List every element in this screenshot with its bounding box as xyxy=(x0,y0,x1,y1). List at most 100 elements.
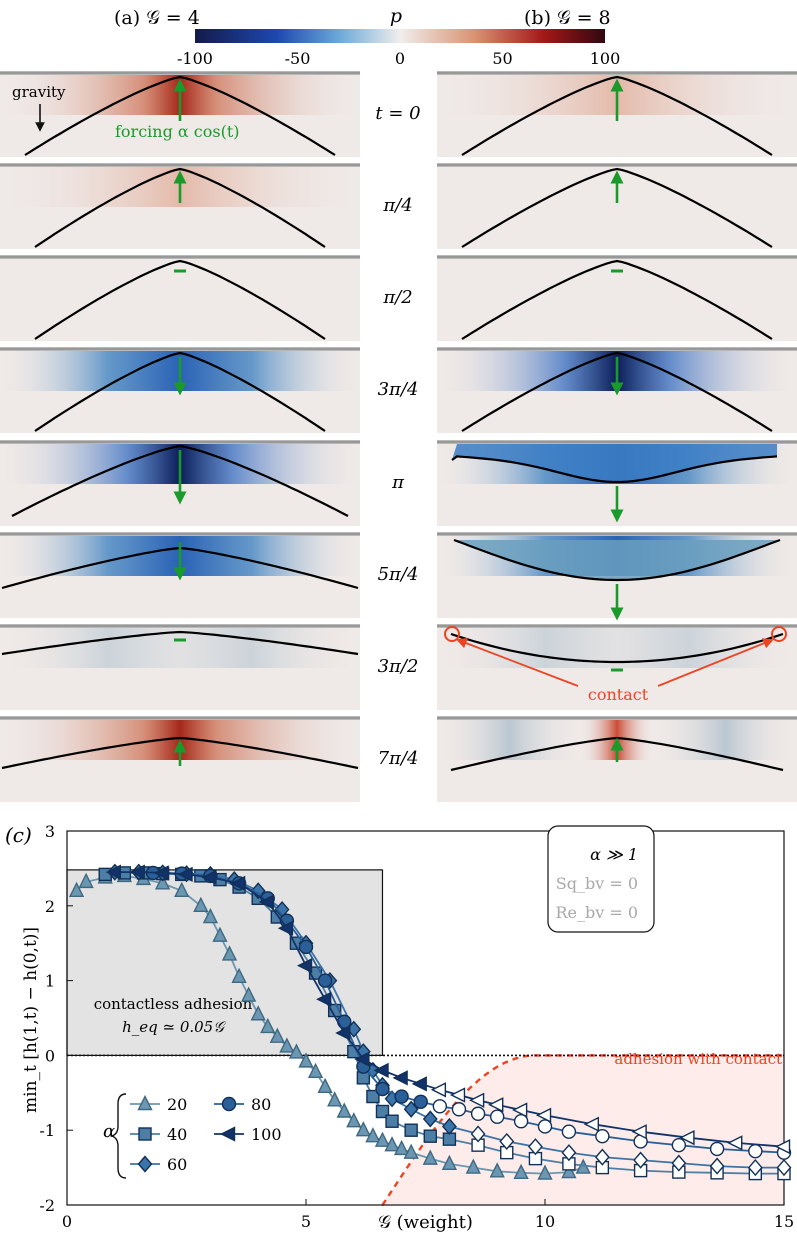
panel-b-snapshot xyxy=(437,71,797,157)
data-point xyxy=(393,1139,410,1156)
data-point xyxy=(535,1107,552,1123)
film-interface xyxy=(34,167,326,248)
data-point xyxy=(490,1109,505,1124)
data-point xyxy=(441,1154,458,1171)
data-point xyxy=(413,1094,428,1109)
panel-b-title: (b) 𝒢 = 8 xyxy=(524,7,611,29)
legend-brace xyxy=(109,1093,127,1179)
y-tick-label: 1 xyxy=(45,972,55,991)
param-sq: Sq_bv = 0 xyxy=(556,874,638,893)
data-point xyxy=(375,1081,390,1097)
contact-arrow xyxy=(455,638,579,687)
data-point xyxy=(193,896,209,912)
panel-a-snapshot xyxy=(0,255,360,341)
data-point xyxy=(298,939,314,955)
panel-b-snapshot xyxy=(437,255,797,341)
snapshot-background xyxy=(437,255,797,341)
y-tick-label: -2 xyxy=(39,1196,55,1215)
data-point xyxy=(375,1104,390,1119)
contactless-sublabel: h_eq ≃ 0.05𝒢 xyxy=(122,1018,226,1036)
x-tick-label: 15 xyxy=(774,1212,794,1231)
data-point xyxy=(366,1089,380,1104)
x-axis-label: 𝒢 (weight) xyxy=(378,1212,473,1233)
data-point xyxy=(537,1164,553,1180)
data-point xyxy=(105,864,122,880)
data-point xyxy=(633,1151,649,1169)
data-point xyxy=(137,1094,153,1111)
time-label: 3π/4 xyxy=(378,379,419,400)
data-point xyxy=(373,1062,389,1078)
snapshot-background xyxy=(437,163,797,249)
data-point xyxy=(774,1139,791,1155)
data-point xyxy=(174,881,190,898)
data-point xyxy=(403,1100,419,1118)
data-point xyxy=(219,1126,236,1142)
data-point xyxy=(212,926,228,942)
data-point xyxy=(68,881,85,898)
data-point xyxy=(384,1136,400,1152)
data-point xyxy=(423,1129,437,1143)
data-point xyxy=(317,1077,333,1094)
data-point xyxy=(411,1076,427,1092)
colorbar-tick: 50 xyxy=(492,49,512,68)
data-point xyxy=(430,1082,447,1098)
legend-alpha-symbol: α xyxy=(103,1121,115,1142)
snapshot-panels: t = 0 π/4 π/2 3π/4 π 5π/4 3π/2 7π/4 gravity forci… xyxy=(0,71,797,802)
data-point xyxy=(422,1110,438,1128)
panel-b-snapshot xyxy=(437,532,797,621)
time-label: 3π/2 xyxy=(378,656,419,677)
film-interface xyxy=(451,455,778,484)
legend-label-100: 100 xyxy=(251,1125,282,1144)
data-point xyxy=(489,1162,505,1178)
contact-boundary xyxy=(381,1054,784,1207)
contact-arrow xyxy=(657,638,775,687)
colorbar-ticks: -100 -50 0 50 100 xyxy=(177,49,620,68)
data-point xyxy=(336,1102,352,1118)
contact-circle xyxy=(771,626,787,642)
data-point xyxy=(404,1123,418,1137)
data-point xyxy=(394,1089,409,1104)
data-point xyxy=(258,894,274,910)
data-point xyxy=(365,1127,381,1143)
data-point xyxy=(776,1159,792,1177)
panel-a-snapshot xyxy=(0,532,360,618)
data-point xyxy=(317,973,333,988)
colorbar-tick: 100 xyxy=(590,49,621,68)
data-point xyxy=(513,1114,529,1129)
x-tick-label: 10 xyxy=(535,1212,555,1231)
y-tick-label: 3 xyxy=(45,822,55,841)
data-point xyxy=(583,1116,599,1132)
panel-a-snapshot xyxy=(0,716,360,802)
data-point xyxy=(451,1102,467,1117)
data-point xyxy=(354,1051,370,1067)
colorbar-tick: 0 xyxy=(395,49,405,68)
data-point xyxy=(671,1137,687,1153)
x-tick-label: 0 xyxy=(62,1212,72,1231)
contact-label: contact xyxy=(588,685,649,704)
legend-label-80: 80 xyxy=(251,1095,271,1114)
data-point xyxy=(355,1121,371,1137)
film-interface xyxy=(34,259,326,340)
data-point xyxy=(631,1124,647,1140)
time-label: 7π/4 xyxy=(378,748,419,769)
data-point xyxy=(432,1099,448,1114)
x-tick-label: 5 xyxy=(301,1212,311,1231)
time-label: 5π/4 xyxy=(378,564,419,585)
y-axis-label: min_t [h(1,t) − h(0,t)] xyxy=(21,927,41,1113)
liquid-region xyxy=(452,444,777,482)
data-point xyxy=(449,1087,466,1103)
panel-b-snapshot xyxy=(437,347,797,433)
contact-circle xyxy=(444,626,460,642)
contactless-label: contactless adhesion xyxy=(94,995,253,1013)
colorbar-label: p xyxy=(390,5,402,27)
panel-a-snapshot xyxy=(0,347,360,433)
data-point xyxy=(671,1154,687,1172)
snapshot-background xyxy=(0,255,360,341)
panel-b-snapshot xyxy=(437,624,797,710)
data-point xyxy=(269,1027,285,1043)
film-interface xyxy=(1,630,359,656)
data-point xyxy=(709,1141,725,1157)
film-interface xyxy=(450,632,784,664)
